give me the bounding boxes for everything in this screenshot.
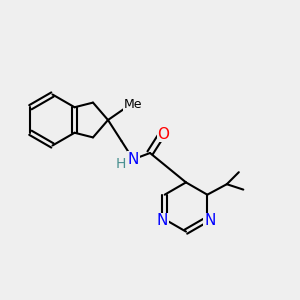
Text: N: N xyxy=(157,213,168,228)
Text: N: N xyxy=(204,213,215,228)
Text: H: H xyxy=(116,157,126,170)
Text: N: N xyxy=(128,152,139,166)
Text: Me: Me xyxy=(124,98,142,112)
Text: O: O xyxy=(158,127,169,142)
